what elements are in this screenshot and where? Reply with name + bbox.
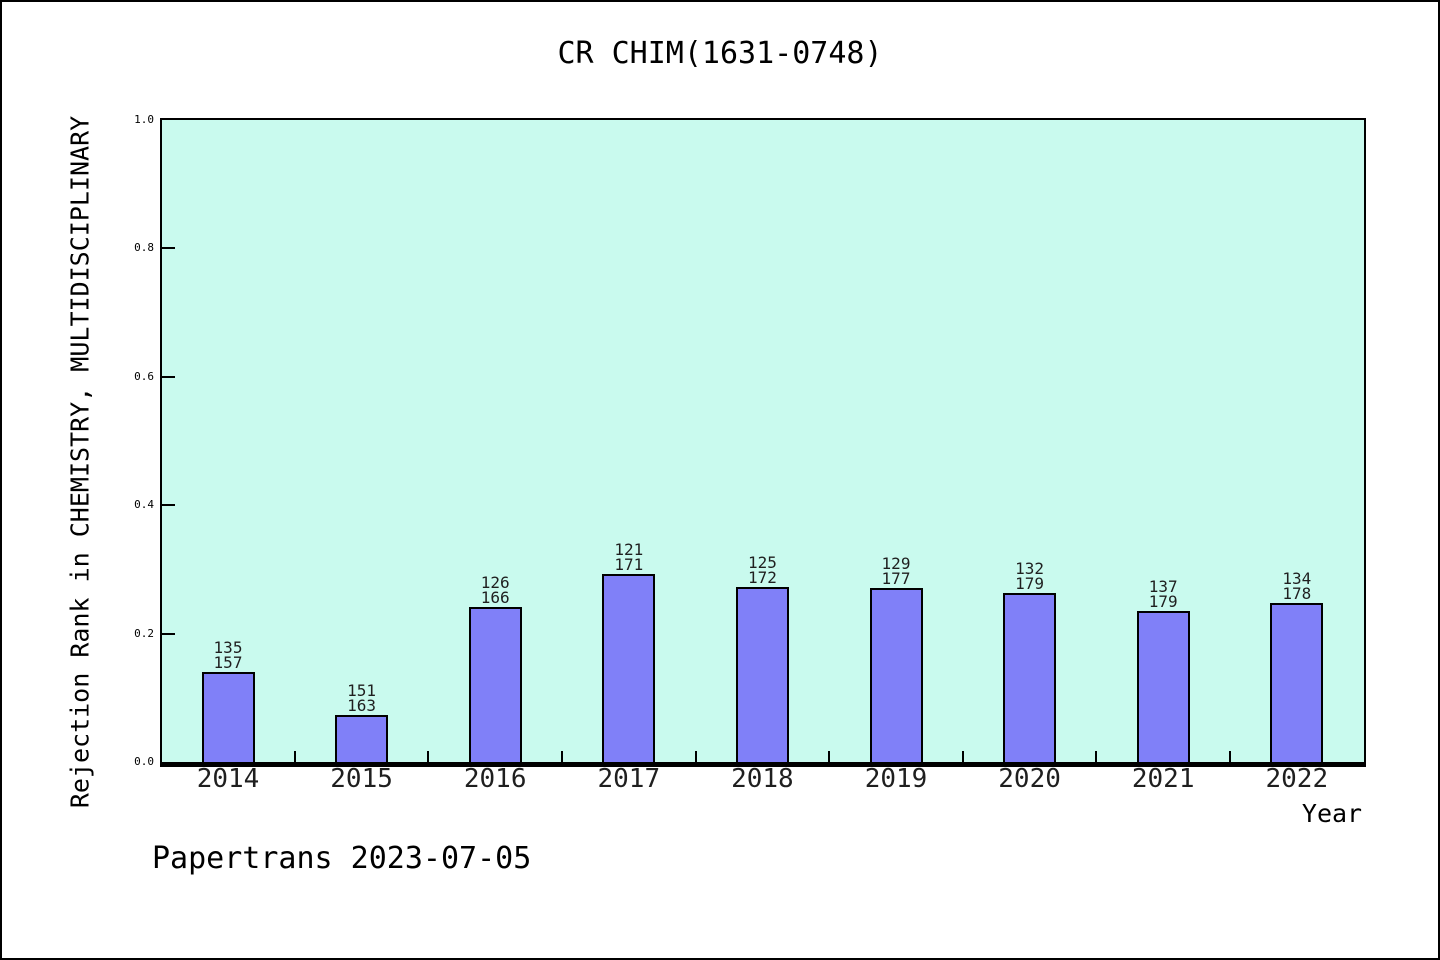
watermark-text: Papertrans 2023-07-05 bbox=[152, 841, 532, 876]
plot-area: 135 157 151 163 126 166 121 171 125 172 129 1… bbox=[160, 118, 1366, 767]
x-tick-mark bbox=[694, 751, 697, 762]
bar-2014 bbox=[201, 672, 255, 762]
bar-2018 bbox=[735, 587, 789, 762]
y-tick-mark bbox=[162, 632, 175, 635]
x-tick-mark bbox=[561, 751, 563, 762]
x-tick-label-2016: 2016 bbox=[463, 764, 527, 794]
x-axis-label: Year bbox=[1301, 799, 1363, 828]
x-tick-mark bbox=[961, 751, 964, 762]
y-tick-label: 0.6 bbox=[134, 369, 154, 383]
bar-value-label-2019: 129 177 bbox=[881, 554, 911, 588]
y-tick-mark bbox=[162, 375, 175, 378]
bar-value-label-2020: 132 179 bbox=[1015, 559, 1045, 593]
chart-title: CR CHIM(1631-0748) bbox=[557, 36, 883, 71]
bar-value-label-2016: 126 166 bbox=[480, 573, 510, 607]
x-tick-mark bbox=[293, 751, 296, 762]
x-tick-label-2019: 2019 bbox=[864, 764, 928, 794]
y-tick-label: 0.0 bbox=[134, 755, 154, 768]
x-tick-label-2017: 2017 bbox=[597, 764, 661, 794]
bar-value-label-2015: 151 163 bbox=[347, 681, 377, 715]
x-tick-mark bbox=[828, 751, 831, 762]
y-tick-mark bbox=[162, 247, 175, 250]
bar-2021 bbox=[1136, 611, 1190, 762]
bar-value-label-2021: 137 179 bbox=[1148, 577, 1178, 611]
bar-2015 bbox=[335, 715, 389, 762]
x-tick-label-2020: 2020 bbox=[998, 764, 1061, 794]
bar-2022 bbox=[1270, 603, 1324, 762]
x-tick-mark bbox=[1095, 751, 1098, 762]
y-axis-label: Rejection Rank in CHEMISTRY, MULTIDISCIP… bbox=[65, 115, 95, 809]
bar-2017 bbox=[602, 574, 656, 762]
x-tick-mark bbox=[427, 751, 430, 762]
bar-2019 bbox=[869, 588, 923, 762]
x-tick-mark bbox=[1229, 751, 1231, 762]
x-tick-label-2014: 2014 bbox=[196, 764, 260, 794]
bar-value-label-2017: 121 171 bbox=[614, 540, 644, 574]
y-tick-label: 0.8 bbox=[134, 241, 154, 255]
x-tick-label-2021: 2021 bbox=[1131, 764, 1195, 794]
bar-value-label-2022: 134 178 bbox=[1282, 569, 1312, 603]
x-tick-label-2022: 2022 bbox=[1265, 764, 1329, 794]
bar-value-label-2018: 125 172 bbox=[747, 553, 777, 587]
x-tick-label-2015: 2015 bbox=[330, 764, 393, 794]
bar-2020 bbox=[1003, 593, 1057, 762]
x-tick-label-2018: 2018 bbox=[731, 764, 794, 794]
bar-2016 bbox=[468, 607, 522, 762]
y-tick-label: 0.2 bbox=[134, 626, 154, 640]
y-tick-label: 1.0 bbox=[134, 113, 154, 126]
bar-value-label-2014: 135 157 bbox=[213, 638, 243, 672]
y-tick-label: 0.4 bbox=[134, 498, 154, 512]
y-tick-mark bbox=[162, 504, 175, 507]
